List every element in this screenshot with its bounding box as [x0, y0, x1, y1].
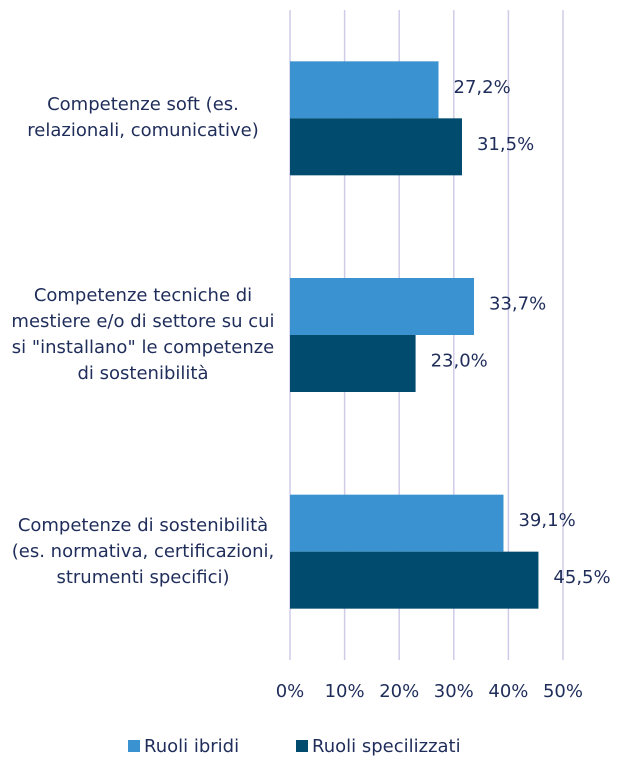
- category-label: Competenze soft (es. relazionali, comuni…: [27, 94, 259, 142]
- bar: [290, 494, 504, 552]
- x-tick-label: 40%: [488, 681, 528, 702]
- legend-swatch: [296, 740, 308, 752]
- category-label: Competenze di sostenibilità (es. normati…: [11, 514, 275, 588]
- data-label: 23,0%: [431, 351, 488, 372]
- category-label: Competenze tecniche di mestiere e/o di s…: [11, 285, 275, 384]
- x-tick-label: 0%: [276, 681, 305, 702]
- bar: [290, 278, 475, 335]
- x-tick-label: 10%: [325, 681, 365, 702]
- x-tick-label: 20%: [379, 681, 419, 702]
- data-label: 33,7%: [489, 294, 546, 315]
- data-label: 27,2%: [454, 77, 511, 98]
- x-tick-label: 50%: [543, 681, 583, 702]
- legend-label: Ruoli specilizzati: [312, 736, 461, 757]
- bar: [290, 61, 439, 119]
- data-label: 39,1%: [518, 510, 575, 531]
- x-tick-label: 30%: [434, 681, 474, 702]
- data-label: 45,5%: [553, 567, 610, 588]
- bar: [290, 335, 416, 392]
- bar: [290, 551, 539, 609]
- bar: [290, 118, 462, 176]
- data-label: 31,5%: [477, 134, 534, 155]
- legend-label: Ruoli ibridi: [144, 736, 239, 757]
- legend-swatch: [128, 740, 140, 752]
